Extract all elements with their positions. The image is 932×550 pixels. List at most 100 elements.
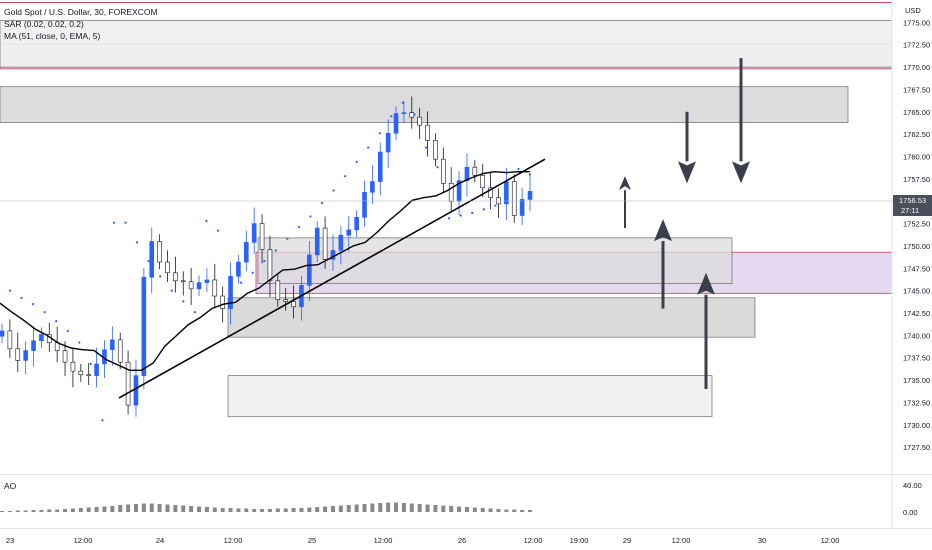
arrow-up-head	[654, 219, 672, 242]
ao-bar	[425, 504, 430, 512]
candle-body	[173, 272, 178, 282]
ao-bar	[141, 503, 146, 512]
ao-bar	[63, 509, 68, 512]
sar-dot	[101, 419, 104, 422]
ao-bar	[370, 503, 375, 512]
sar-dot	[471, 211, 474, 214]
time-tick: 29	[623, 536, 631, 545]
sar-dot	[286, 237, 289, 240]
candle-body	[188, 281, 194, 290]
legend: Gold Spot / U.S. Dollar, 30, FOREXCOM SA…	[4, 6, 158, 42]
candle-body	[212, 279, 218, 297]
ao-pane-label[interactable]: AO	[4, 481, 17, 491]
candle-body	[259, 223, 265, 250]
candle-body	[39, 334, 44, 342]
ao-bar	[480, 508, 485, 512]
ao-bar	[228, 508, 233, 512]
arrows-layer	[619, 58, 750, 390]
ao-bar	[299, 508, 304, 512]
price-tick: 1750.00	[903, 242, 930, 251]
ao-bar	[386, 502, 391, 512]
time-tick: 23	[6, 536, 14, 545]
price-tick: 1762.50	[903, 130, 930, 139]
ao-bar	[378, 503, 383, 512]
arrow-up-head	[697, 272, 715, 295]
ao-bar	[323, 506, 328, 512]
time-tick: 12:00	[821, 536, 840, 545]
candle-body	[133, 375, 139, 406]
ao-bar	[110, 506, 115, 512]
price-tick: 1732.50	[903, 398, 930, 407]
ao-bar	[189, 506, 194, 512]
trendline[interactable]	[118, 158, 546, 399]
ao-bar	[504, 509, 509, 512]
indicator-sar-label[interactable]: SAR (0.02, 0.02, 0.2)	[4, 19, 84, 29]
sar-dot	[517, 167, 520, 171]
sar-dot	[390, 115, 393, 118]
candle-body	[370, 181, 375, 193]
sar-dot	[448, 217, 451, 220]
ao-bar	[464, 507, 469, 512]
ao-bar	[47, 509, 52, 512]
price-tick: 1737.50	[903, 354, 930, 363]
ao-bar	[244, 508, 249, 512]
symbol-title[interactable]: Gold Spot / U.S. Dollar, 30, FOREXCOM	[4, 7, 158, 17]
ao-bar	[165, 504, 170, 512]
current-price-tag: 1756.53 27:11	[0, 195, 932, 216]
candle-body	[527, 191, 533, 200]
time-axis[interactable]: 23 12:00 24 12:00 25 12:00 26 12:00 19:00 29 12:00…	[6, 536, 840, 545]
ao-bar	[291, 508, 296, 512]
price-tick: 1752.50	[903, 220, 930, 229]
sar-dot	[124, 221, 127, 224]
sar-dot	[240, 281, 243, 284]
zones-layer	[0, 20, 893, 418]
ao-bar	[157, 504, 162, 512]
candle-body	[243, 242, 249, 263]
indicator-ma-label[interactable]: MA (51, close, 0, EMA, 5)	[4, 31, 101, 41]
ao-histogram	[0, 502, 532, 512]
ao-bar	[0, 511, 4, 512]
sar-dot	[344, 175, 347, 178]
price-tag-countdown: 27:11	[901, 206, 919, 215]
candle-body	[125, 361, 131, 406]
ao-bar	[220, 508, 225, 512]
ao-bar	[78, 508, 83, 512]
price-tick: 1775.00	[903, 18, 930, 27]
candle-body	[251, 223, 257, 243]
sar-dot	[274, 249, 277, 252]
sar-dot	[136, 241, 139, 244]
ao-bar	[181, 505, 186, 512]
candle-body	[70, 361, 76, 372]
ao-bar	[283, 508, 288, 512]
price-tick: 1740.00	[903, 331, 930, 340]
ao-bar	[70, 508, 75, 512]
sar-dot	[228, 288, 231, 291]
ao-bar	[102, 506, 107, 512]
candle-body	[464, 166, 470, 181]
ao-bar	[401, 503, 406, 512]
candle-body	[377, 151, 383, 182]
candle-body	[15, 348, 21, 361]
price-tick: 1727.50	[903, 443, 930, 452]
candle-body	[78, 370, 84, 376]
ao-bar	[236, 508, 241, 512]
price-tick: 1772.50	[903, 41, 930, 50]
sar-dot	[424, 146, 428, 149]
sar-dot	[494, 204, 497, 207]
candle-body	[433, 140, 438, 160]
ao-bar	[315, 507, 320, 512]
price-axis[interactable]: 1775.00 1772.50 1770.00 1767.50 1765.00 1762.…	[903, 18, 930, 452]
candle-body	[180, 280, 186, 283]
candle-body	[401, 112, 407, 114]
candle-body	[31, 340, 36, 351]
candle-body	[519, 199, 525, 216]
ao-bar	[55, 509, 60, 512]
candle-body	[338, 234, 344, 251]
candle-body	[448, 183, 454, 202]
time-tick: 12:00	[524, 536, 543, 545]
ao-bar	[307, 507, 312, 512]
sar-dot	[459, 214, 462, 217]
candle-body	[275, 280, 281, 300]
ao-bar	[346, 505, 351, 512]
